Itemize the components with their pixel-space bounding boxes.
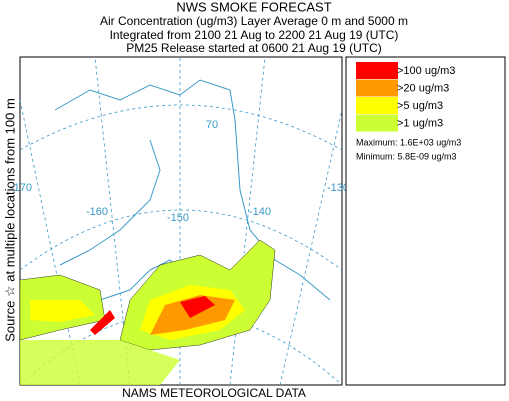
header-line: PM25 Release started at 0600 21 Aug 19 (… bbox=[126, 41, 381, 55]
header-line: Air Concentration (ug/m3) Layer Average … bbox=[100, 14, 408, 28]
maximum: Maximum: 1.6E+03 ug/m3 bbox=[356, 137, 461, 147]
graticule-label: -160 bbox=[86, 206, 108, 218]
smoke-area bbox=[20, 340, 180, 385]
graticule-label: -150 bbox=[167, 212, 189, 224]
legend-label: >20 ug/m3 bbox=[397, 82, 449, 94]
legend-swatch bbox=[356, 97, 398, 114]
graticule-label: -170 bbox=[10, 182, 32, 194]
graticule-label: -130 bbox=[327, 182, 349, 194]
legend-label: >100 ug/m3 bbox=[397, 65, 455, 77]
legend-label: >1 ug/m3 bbox=[397, 117, 443, 129]
map-content bbox=[20, 57, 342, 385]
title: NWS SMOKE FORECAST bbox=[176, 0, 331, 14]
latitude-line bbox=[20, 209, 342, 271]
minimum: Minimum: 5.8E-09 ug/m3 bbox=[356, 151, 457, 161]
longitude-line bbox=[279, 109, 342, 385]
latitude-line bbox=[20, 104, 342, 151]
header-line: Integrated from 2100 21 Aug to 2200 21 A… bbox=[110, 28, 399, 42]
legend-label: >5 ug/m3 bbox=[397, 100, 443, 112]
map bbox=[19, 56, 343, 386]
legend-swatch bbox=[356, 79, 398, 97]
smoke-area bbox=[90, 296, 215, 335]
source-label: Source ☆ at multiple locations from 100 … bbox=[2, 98, 17, 342]
footer: NAMS METEOROLOGICAL DATA bbox=[122, 386, 306, 400]
longitude-line bbox=[20, 99, 81, 385]
graticule-label: -140 bbox=[249, 206, 271, 218]
smoke-area bbox=[30, 300, 95, 322]
legend-swatch bbox=[356, 114, 398, 132]
graticule-label: 70 bbox=[206, 119, 218, 131]
legend-swatch bbox=[356, 62, 398, 79]
